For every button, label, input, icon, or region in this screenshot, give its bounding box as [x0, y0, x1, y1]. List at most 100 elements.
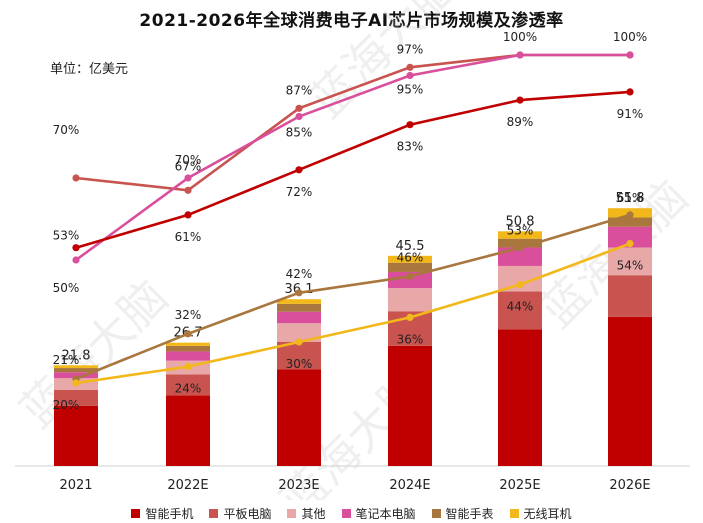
- legend-label: 智能手表: [445, 507, 494, 521]
- series-point: [406, 313, 414, 321]
- series-point-label: 97%: [397, 42, 424, 56]
- series-point-label: 70%: [53, 123, 80, 137]
- legend-swatch: [287, 509, 297, 518]
- series-line: [75, 90, 631, 249]
- series-point: [184, 211, 192, 219]
- series-point-label: 89%: [507, 115, 534, 129]
- series-point: [406, 63, 414, 71]
- series-point-label: 72%: [286, 185, 313, 199]
- bar-segment: [166, 374, 210, 396]
- series-point: [184, 330, 192, 338]
- series-point: [516, 51, 524, 59]
- series-line: [75, 242, 631, 385]
- bar-segment: [388, 345, 432, 466]
- series-point-label: 100%: [613, 30, 647, 44]
- legend-label: 智能手机: [145, 507, 194, 521]
- series-point: [184, 363, 192, 371]
- chart-plot: 蓝海大脑 蓝海大脑 蓝海大脑 蓝海大脑 21.826.736.145.550.8…: [10, 0, 698, 500]
- bar-segment: [54, 365, 98, 369]
- bar-segment: [277, 303, 321, 312]
- series-point: [295, 338, 303, 346]
- series-point-label: 46%: [397, 250, 424, 264]
- series-point: [295, 104, 303, 112]
- bar-segment: [388, 255, 432, 263]
- bar-segment: [277, 311, 321, 324]
- series-point-label: 53%: [507, 224, 534, 238]
- bars-layer: [54, 208, 652, 466]
- series-point: [516, 281, 524, 289]
- series-point-label: 54%: [617, 259, 644, 273]
- series-point-label: 32%: [175, 308, 202, 322]
- legend-item: 智能手表: [431, 505, 494, 522]
- bar-total-label: 55.8: [616, 191, 645, 206]
- watermark-layer: 蓝海大脑 蓝海大脑 蓝海大脑 蓝海大脑: [10, 0, 698, 500]
- x-tick-labels-layer: 2021 2022E 2023E 2024E 2025E 2026E: [59, 478, 650, 493]
- legend-label: 平板电脑: [223, 507, 272, 521]
- lines-layer: [72, 51, 634, 387]
- legend: 智能手机 平板电脑 其他 笔记本电脑 智能手表 无线耳机: [0, 505, 703, 522]
- series-point-label: 44%: [507, 300, 534, 314]
- bar-segment: [277, 369, 321, 466]
- series-point-label: 20%: [53, 398, 80, 412]
- legend-item: 笔记本电脑: [341, 505, 416, 522]
- series-point-label: 61%: [617, 191, 644, 205]
- series-point: [72, 256, 80, 264]
- series-line: [75, 53, 630, 262]
- bar-segment: [608, 226, 652, 248]
- bar-segment: [608, 217, 652, 227]
- series-point: [72, 244, 80, 252]
- x-tick-label: 2025E: [499, 478, 540, 493]
- legend-item: 平板电脑: [209, 505, 271, 522]
- legend-item: 其他: [287, 505, 326, 522]
- series-point-label: 85%: [286, 126, 313, 140]
- bar-segment: [388, 288, 432, 312]
- legend-swatch: [131, 509, 141, 518]
- series-point: [626, 88, 634, 96]
- legend-item: 无线耳机: [509, 505, 572, 522]
- bar-segment: [166, 342, 210, 346]
- series-point: [406, 71, 414, 80]
- bar-segment: [608, 316, 652, 466]
- series-point-label: 100%: [503, 30, 537, 44]
- bar-segment: [498, 231, 542, 239]
- series-point: [516, 244, 524, 252]
- bar-segment: [388, 271, 432, 289]
- series-point: [184, 174, 192, 182]
- legend-item: 智能手机: [131, 505, 193, 522]
- chart-title: 2021-2026年全球消费电子AI芯片市场规模及渗透率: [139, 11, 564, 31]
- x-tick-label: 2023E: [278, 478, 319, 493]
- legend-label: 无线耳机: [523, 507, 572, 521]
- series-point: [626, 211, 634, 219]
- series-point-label: 42%: [286, 267, 313, 281]
- series-point-label: 91%: [617, 107, 644, 121]
- series-point-label: 36%: [397, 332, 424, 346]
- series-point-label: 24%: [175, 382, 202, 396]
- series-point-label: 87%: [286, 83, 313, 97]
- series-point-label: 67%: [175, 159, 202, 173]
- bar-segment: [166, 345, 210, 352]
- bar-total-label: 50.8: [506, 214, 535, 229]
- series-point: [516, 96, 524, 104]
- series-point: [72, 379, 80, 387]
- bar-segment: [608, 247, 652, 276]
- legend-label: 笔记本电脑: [355, 507, 416, 521]
- x-tick-label: 2022E: [167, 478, 208, 493]
- bar-segment: [608, 275, 652, 317]
- legend-label: 其他: [301, 507, 326, 521]
- series-point: [295, 166, 303, 174]
- series-point: [72, 174, 80, 182]
- series-point: [295, 112, 303, 121]
- series-line: [75, 213, 631, 381]
- series-point: [406, 272, 414, 280]
- bar-segment: [54, 368, 98, 373]
- series-point: [184, 186, 192, 194]
- series-point-label: 21%: [53, 353, 80, 367]
- bar-total-label: 45.5: [396, 239, 425, 254]
- series-point: [626, 240, 634, 248]
- unit-label: 单位：亿美元: [50, 62, 129, 77]
- series-point-label: 61%: [175, 230, 202, 244]
- bar-segment: [498, 291, 542, 330]
- x-tick-label: 2021: [59, 478, 92, 493]
- bar-segment: [54, 372, 98, 379]
- series-point: [406, 121, 414, 129]
